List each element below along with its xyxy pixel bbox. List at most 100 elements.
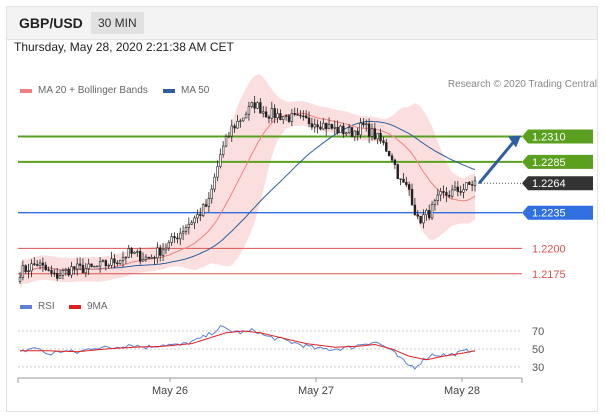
- level-label-1-2175: 1.2175: [532, 269, 566, 281]
- candle: [30, 259, 33, 278]
- candle-body: [350, 127, 354, 137]
- candle: [428, 204, 431, 221]
- candle-body: [184, 227, 188, 232]
- candle: [110, 251, 113, 269]
- chart-header: GBP/USD 30 MIN: [7, 7, 597, 40]
- candle: [379, 128, 382, 144]
- candle: [322, 118, 325, 131]
- candle-body: [436, 194, 439, 201]
- candle-body: [324, 122, 328, 130]
- candle-body: [284, 115, 288, 117]
- ma20-line: [19, 112, 476, 278]
- candle: [402, 173, 405, 183]
- candle-body: [302, 115, 305, 117]
- candle-body: [216, 166, 219, 178]
- timestamp: Thursday, May 28, 2020 2:21:38 AM CET: [14, 40, 234, 54]
- candle: [201, 203, 205, 218]
- candle: [250, 101, 253, 109]
- candle: [141, 252, 145, 262]
- candle: [405, 176, 408, 187]
- candle: [367, 118, 371, 144]
- candle: [98, 257, 102, 273]
- candle: [382, 136, 385, 146]
- candle-body: [156, 247, 159, 259]
- candle: [393, 158, 397, 170]
- candle-body: [236, 120, 239, 129]
- candle-body: [250, 102, 253, 108]
- candle-body: [259, 102, 262, 114]
- candle-body: [382, 140, 385, 143]
- candle-body: [64, 268, 67, 271]
- candle: [287, 113, 291, 124]
- candle: [333, 120, 336, 135]
- candle-body: [224, 136, 228, 147]
- candle: [396, 163, 399, 180]
- candle-body: [81, 264, 85, 274]
- candle: [216, 160, 219, 182]
- candle: [104, 259, 108, 271]
- candle-body: [425, 210, 428, 215]
- candle-body: [373, 128, 377, 140]
- candle: [370, 123, 374, 141]
- candle-body: [230, 125, 233, 137]
- candle: [453, 180, 457, 192]
- candle-body: [35, 264, 39, 266]
- candle: [53, 269, 56, 277]
- candle-body: [296, 114, 299, 116]
- chart-card: GBP/USD 30 MIN: [6, 6, 598, 412]
- candle-body: [413, 204, 417, 216]
- candle-body: [242, 117, 245, 122]
- candle: [21, 260, 25, 281]
- candle: [124, 256, 128, 264]
- candle-body: [282, 116, 285, 120]
- rsi-swatch: [20, 304, 32, 309]
- candle-body: [316, 124, 319, 128]
- rsi-series-9ma: [20, 330, 476, 361]
- candle-body: [87, 263, 90, 269]
- candle: [170, 232, 173, 246]
- level-tag-label: 1.2310: [532, 131, 566, 143]
- level-tag-shape: [522, 205, 593, 220]
- candle: [159, 244, 162, 262]
- candle: [93, 265, 96, 268]
- candle: [78, 257, 82, 271]
- candle: [239, 118, 242, 128]
- candle: [167, 239, 171, 251]
- candle-body: [210, 188, 213, 199]
- candle-body: [253, 102, 256, 109]
- candle-body: [47, 269, 50, 271]
- candle-body: [362, 122, 365, 126]
- candle-body: [353, 130, 357, 137]
- candle-body: [227, 135, 231, 138]
- candle: [442, 185, 445, 199]
- candle: [282, 116, 285, 124]
- research-credit: Research © 2020 Trading Central: [447, 79, 597, 90]
- candle-body: [153, 257, 156, 259]
- candle: [118, 259, 122, 266]
- candle-body: [70, 266, 73, 276]
- candle-body: [116, 262, 119, 265]
- candle: [279, 109, 282, 121]
- timeframe-badge[interactable]: 30 MIN: [91, 12, 144, 34]
- candle: [47, 266, 50, 272]
- candle-body: [405, 182, 408, 185]
- candle: [273, 104, 276, 124]
- candle-body: [73, 266, 76, 270]
- candle-body: [319, 126, 322, 130]
- candle-body: [342, 125, 345, 135]
- candle: [422, 209, 425, 229]
- candle-body: [470, 184, 474, 186]
- candle-body: [359, 122, 362, 136]
- trend-arrow-head: [508, 135, 521, 148]
- ma20-label: MA 20 + Bollinger Bands: [38, 85, 148, 96]
- candle-body: [333, 126, 336, 129]
- rsi-series-rsi: [19, 325, 475, 370]
- ma50-swatch: [163, 88, 175, 93]
- rsi-tick-30: 30: [532, 362, 544, 374]
- candle: [353, 130, 357, 142]
- candle: [327, 117, 331, 130]
- candle: [439, 187, 442, 202]
- candle: [56, 267, 59, 281]
- candle-body: [147, 256, 150, 259]
- rsi-tick-50: 50: [532, 344, 544, 356]
